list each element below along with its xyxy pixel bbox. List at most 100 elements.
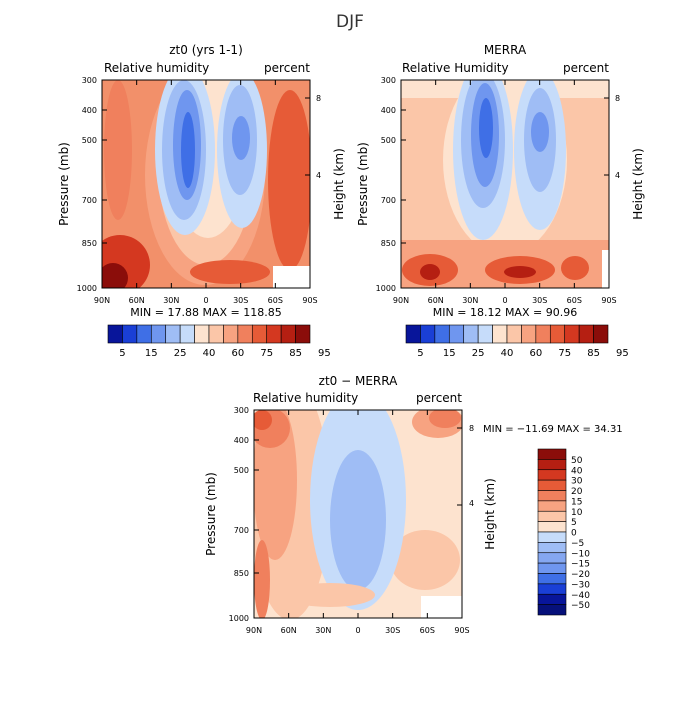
y-right-tick-label: 8 — [469, 424, 474, 433]
colorbar: 5 15 25 40 60 75 85 95 — [405, 324, 629, 359]
colorbar-swatch — [280, 324, 296, 344]
field-band — [254, 410, 297, 560]
colorbar-label: 40 — [571, 466, 583, 476]
y-right-tick-label: 4 — [615, 171, 620, 180]
y-tick-label: 1000 — [229, 614, 249, 623]
x-tick-label: 90S — [601, 296, 616, 305]
colorbar-label: 75 — [558, 348, 571, 359]
y-right-tick-label: 8 — [316, 94, 321, 103]
colorbar-swatch — [434, 324, 450, 344]
field-band — [531, 112, 549, 152]
field-band — [420, 264, 440, 280]
y-tick-label: 400 — [234, 436, 249, 445]
field-band — [479, 98, 493, 158]
field-band — [254, 540, 270, 618]
colorbar-swatch — [107, 324, 123, 344]
colorbar-label: 15 — [443, 348, 456, 359]
colorbar-label: 25 — [174, 348, 187, 359]
panel-merra: MERRA Relative Humidity percent 90N 60N — [356, 43, 645, 359]
x-tick-label: 30S — [532, 296, 547, 305]
colorbar-swatch — [492, 324, 508, 344]
colorbar-label: 30 — [571, 477, 583, 487]
colorbar-label: −5 — [571, 539, 584, 549]
y-tick-label: 700 — [234, 526, 249, 535]
colorbar-swatch — [549, 324, 566, 344]
y-tick-label: 500 — [234, 466, 249, 475]
missing-data-patch — [602, 250, 609, 288]
x-tick-label: 90S — [302, 296, 317, 305]
colorbar-label: 95 — [616, 348, 629, 359]
panel-subtitle-right: percent — [563, 61, 609, 75]
x-tick-label: 60S — [567, 296, 582, 305]
field-band — [330, 450, 386, 590]
field-band — [504, 266, 536, 278]
colorbar-label: 15 — [145, 348, 158, 359]
min-max-stats: MIN = −11.69 MAX = 34.31 — [483, 424, 623, 435]
colorbar-label: 25 — [472, 348, 485, 359]
colorbar-swatch — [251, 324, 268, 344]
colorbar-label: 85 — [289, 348, 302, 359]
colorbar-label: 60 — [231, 348, 244, 359]
panel-subtitle-right: percent — [416, 391, 462, 405]
x-ticks: 90N 60N 30N 0 30S 60S 90S — [94, 296, 318, 305]
colorbar-label: 15 — [571, 497, 582, 507]
contour-field — [102, 80, 310, 288]
y-tick-label: 400 — [82, 106, 97, 115]
colorbar-swatch — [537, 604, 567, 616]
colorbar-swatch — [537, 510, 567, 522]
y-right-tick-label: 4 — [316, 171, 321, 180]
colorbar-swatch — [150, 324, 167, 344]
y-right-axis-label: Height (km) — [332, 148, 346, 219]
y-tick-label: 1000 — [77, 284, 97, 293]
colorbar-swatch — [521, 324, 537, 344]
colorbar-swatch — [420, 324, 436, 344]
colorbar-swatch — [237, 324, 253, 344]
min-max-stats: MIN = 18.12 MAX = 90.96 — [433, 306, 577, 319]
y-ticks: 300 400 500 700 850 1000 8 4 — [376, 76, 620, 293]
colorbar-swatch — [537, 583, 567, 595]
y-right-tick-label: 8 — [615, 94, 620, 103]
field-band — [232, 116, 250, 160]
colorbar-label: 50 — [571, 456, 583, 466]
colorbar-swatch — [266, 324, 282, 344]
colorbar-swatch — [179, 324, 195, 344]
colorbar-swatch — [537, 500, 567, 512]
field-band — [104, 80, 132, 220]
colorbar-label: 60 — [529, 348, 542, 359]
panel-subtitle-left: Relative Humidity — [402, 61, 509, 75]
colorbar-label: 20 — [571, 487, 583, 497]
y-tick-label: 700 — [381, 196, 396, 205]
y-tick-label: 300 — [234, 406, 249, 415]
colorbar-swatch — [537, 521, 567, 533]
colorbar-label: 5 — [571, 518, 577, 528]
panel-model: zt0 (yrs 1-1) Relative humidity percent … — [57, 43, 346, 359]
colorbar-swatch — [593, 324, 609, 344]
x-tick-label: 60N — [129, 296, 145, 305]
colorbar-swatch — [537, 469, 567, 481]
colorbar-swatch — [208, 324, 224, 344]
panel-difference: zt0 − MERRA Relative humidity percent 90… — [204, 374, 623, 635]
field-band — [102, 263, 128, 288]
y-tick-label: 300 — [82, 76, 97, 85]
x-tick-label: 60N — [428, 296, 444, 305]
colorbar-swatch — [564, 324, 580, 344]
x-tick-label: 30S — [385, 626, 400, 635]
colorbar-swatch — [537, 573, 567, 585]
min-max-stats: MIN = 17.88 MAX = 118.85 — [130, 306, 281, 319]
y-right-tick-label: 4 — [469, 499, 474, 508]
panel-title: MERRA — [484, 43, 527, 57]
y-tick-label: 400 — [381, 106, 396, 115]
field-band — [561, 256, 589, 280]
x-tick-label: 90N — [94, 296, 110, 305]
colorbar: 5 15 25 40 60 75 85 95 — [107, 324, 331, 359]
x-tick-label: 60N — [281, 626, 297, 635]
colorbar-label: 10 — [571, 508, 583, 518]
y-right-axis-label: Height (km) — [483, 478, 497, 549]
y-tick-label: 1000 — [376, 284, 396, 293]
field-band — [254, 410, 272, 430]
panel-subtitle-right: percent — [264, 61, 310, 75]
tick-marks — [101, 79, 311, 289]
y-tick-label: 300 — [381, 76, 396, 85]
